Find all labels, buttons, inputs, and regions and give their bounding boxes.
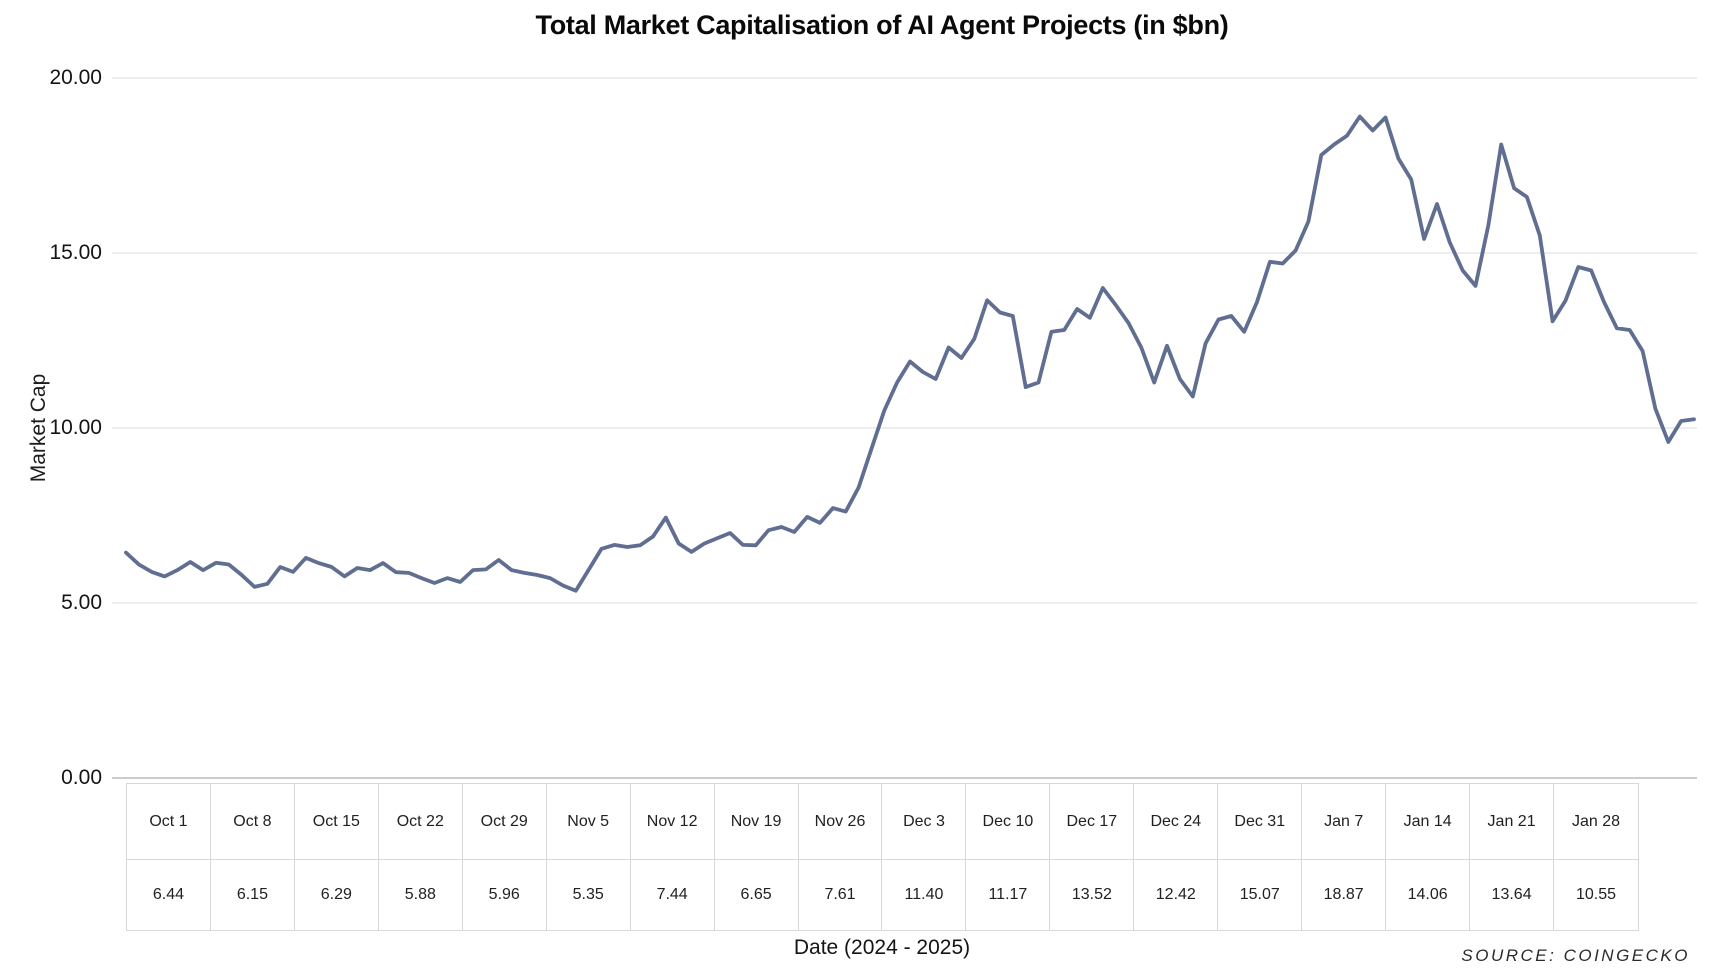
table-value-cell: 10.55 — [1575, 886, 1617, 903]
table-value-cell: 6.29 — [295, 860, 379, 930]
y-tick-label: 15.00 — [49, 241, 102, 264]
table-date-cell: Nov 12 — [631, 784, 715, 859]
y-tick-label: 0.00 — [61, 766, 102, 789]
table-date-cell: Dec 17 — [1050, 784, 1135, 859]
y-tick-label: 5.00 — [61, 591, 102, 614]
table-value-cell: 13.64 — [1470, 860, 1555, 930]
table-value-cell: 6.44 — [127, 860, 211, 930]
table-date-cell: Dec 3 — [882, 784, 967, 859]
table-date-cell: Dec 10 — [966, 784, 1051, 859]
table-value-cell: 15.07 — [1218, 860, 1303, 930]
table-value-cell: 5.88 — [379, 860, 463, 930]
source-note: SOURCE: COINGECKO — [1461, 946, 1690, 965]
y-tick-label: 20.00 — [49, 66, 102, 89]
table-date-cell: Oct 1 — [127, 784, 211, 859]
table-date-cell: Jan 21 — [1470, 784, 1555, 859]
table-value-cell: 5.96 — [463, 860, 547, 930]
data-table: Oct 1 Oct 8 Oct 15 Oct 22 Oct 29 Nov 5 Nov 12 N… — [126, 783, 1639, 931]
table-value-cell: 13.52 — [1050, 860, 1135, 930]
table-value-cell: 12.42 — [1134, 860, 1219, 930]
table-value-cell: 11.17 — [966, 860, 1051, 930]
table-date-cell: Oct 8 — [211, 784, 295, 859]
table-row-dates: Oct 1 Oct 8 Oct 15 Oct 22 Oct 29 Nov 5 Nov 12 N… — [127, 784, 1638, 860]
table-value-cell: 18.87 — [1302, 860, 1387, 930]
table-date-cell: Jan 7 — [1302, 784, 1387, 859]
table-date-cell: Oct 22 — [379, 784, 463, 859]
table-value-cell: 11.40 — [882, 860, 967, 930]
table-date-cell: Oct 29 — [463, 784, 547, 859]
table-date-cell: Dec 31 — [1218, 784, 1303, 859]
table-value-cell: 6.65 — [715, 860, 799, 930]
y-tick-label: 10.00 — [49, 416, 102, 439]
table-value-cell: 14.06 — [1386, 860, 1471, 930]
market-cap-line — [124, 114, 1696, 593]
table-value-cell: 7.44 — [631, 860, 715, 930]
x-axis-title: Date (2024 - 2025) — [793, 936, 971, 959]
table-date-cell: Dec 24 — [1134, 784, 1219, 859]
chart-title: Total Market Capitalisation of AI Agent … — [535, 10, 1229, 40]
table-value-cell: 7.61 — [799, 860, 883, 930]
table-date-cell: Jan 28 — [1571, 812, 1621, 830]
table-date-cell: Oct 15 — [295, 784, 379, 859]
table-date-cell: Jan 14 — [1386, 784, 1471, 859]
table-value-cell: 6.15 — [211, 860, 295, 930]
table-date-cell: Nov 26 — [799, 784, 883, 859]
table-row-values: 6.44 6.15 6.29 5.88 5.96 5.35 7.44 6.65 7.61 11.4… — [127, 860, 1638, 930]
table-date-cell: Nov 19 — [715, 784, 799, 859]
table-date-cell: Nov 5 — [547, 784, 631, 859]
table-value-cell: 5.35 — [547, 860, 631, 930]
